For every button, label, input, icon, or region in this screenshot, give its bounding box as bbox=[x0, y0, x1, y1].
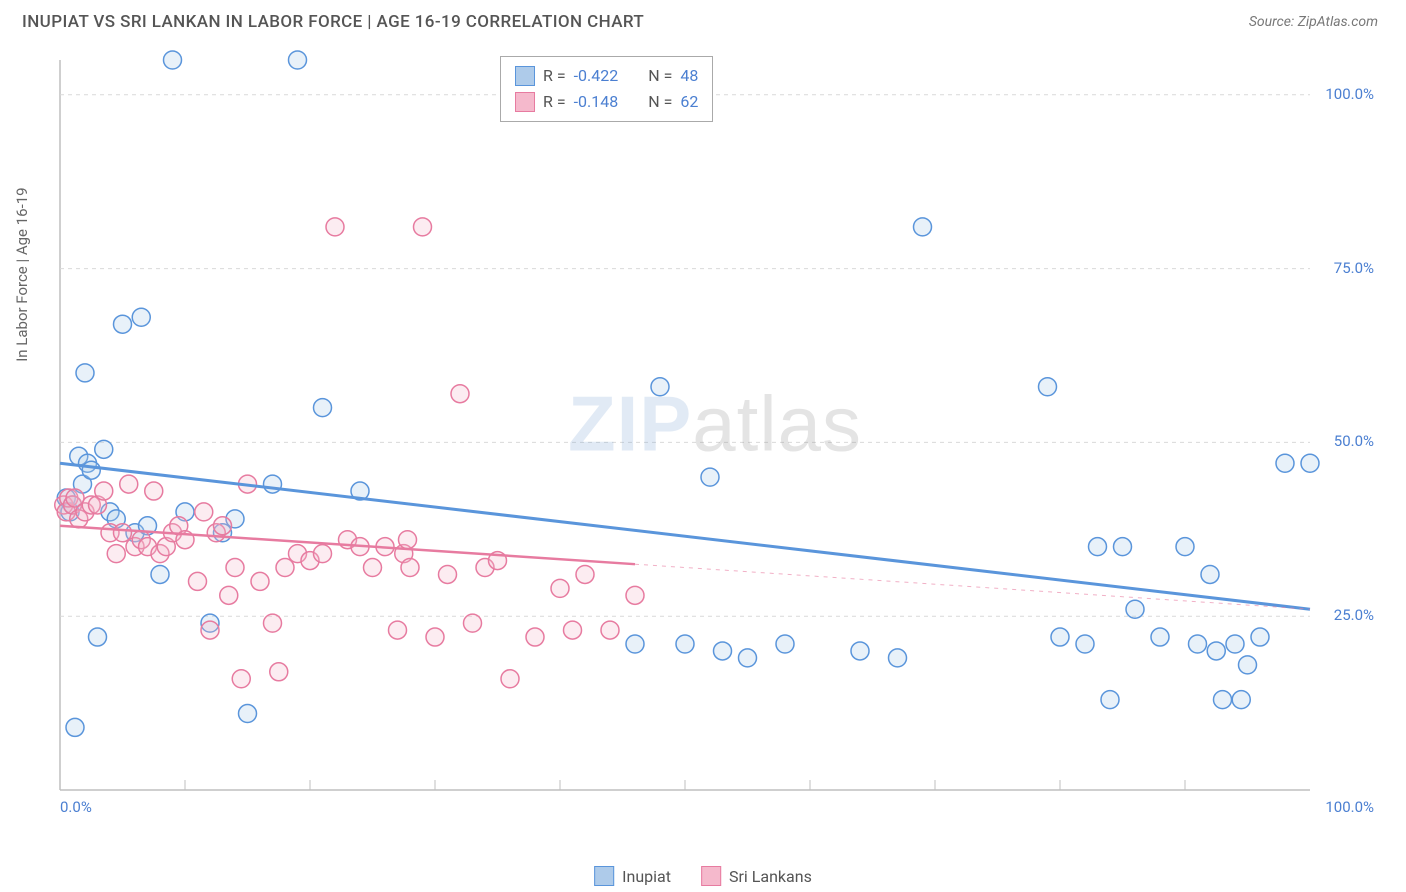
legend-item-inupiat: Inupiat bbox=[594, 866, 671, 886]
swatch-inupiat bbox=[515, 66, 535, 86]
r-label: R = bbox=[543, 89, 566, 115]
stats-row-inupiat: R = -0.422 N = 48 bbox=[515, 63, 698, 89]
legend-label-srilankan: Sri Lankans bbox=[729, 867, 812, 886]
legend-label-inupiat: Inupiat bbox=[622, 867, 671, 886]
n-value-inupiat: 48 bbox=[680, 63, 698, 89]
y-tick-label: 100.0% bbox=[1325, 85, 1374, 103]
n-label: N = bbox=[648, 63, 672, 89]
legend-swatch-inupiat bbox=[594, 866, 614, 886]
bottom-legend: Inupiat Sri Lankans bbox=[594, 866, 812, 886]
header: INUPIAT VS SRI LANKAN IN LABOR FORCE | A… bbox=[0, 0, 1406, 42]
r-label: R = bbox=[543, 63, 566, 89]
n-value-srilankan: 62 bbox=[680, 89, 698, 115]
y-tick-label: 75.0% bbox=[1334, 259, 1374, 277]
stats-legend: R = -0.422 N = 48 R = -0.148 N = 62 bbox=[500, 56, 713, 122]
n-label: N = bbox=[648, 89, 672, 115]
r-value-srilankan: -0.148 bbox=[574, 89, 619, 115]
y-axis-label: In Labor Force | Age 16-19 bbox=[13, 187, 31, 361]
swatch-srilankan bbox=[515, 92, 535, 112]
chart-title: INUPIAT VS SRI LANKAN IN LABOR FORCE | A… bbox=[22, 12, 644, 32]
source-attribution: Source: ZipAtlas.com bbox=[1249, 14, 1378, 30]
chart-area: In Labor Force | Age 16-19 ZIPatlas R = … bbox=[50, 50, 1380, 830]
x-tick-label: 0.0% bbox=[60, 798, 92, 816]
r-value-inupiat: -0.422 bbox=[574, 63, 619, 89]
legend-swatch-srilankan bbox=[701, 866, 721, 886]
x-tick-label: 100.0% bbox=[1325, 798, 1374, 816]
y-tick-label: 50.0% bbox=[1334, 432, 1374, 450]
y-tick-label: 25.0% bbox=[1334, 606, 1374, 624]
stats-row-srilankan: R = -0.148 N = 62 bbox=[515, 89, 698, 115]
legend-item-srilankan: Sri Lankans bbox=[701, 866, 812, 886]
scatter-plot bbox=[50, 50, 1380, 830]
